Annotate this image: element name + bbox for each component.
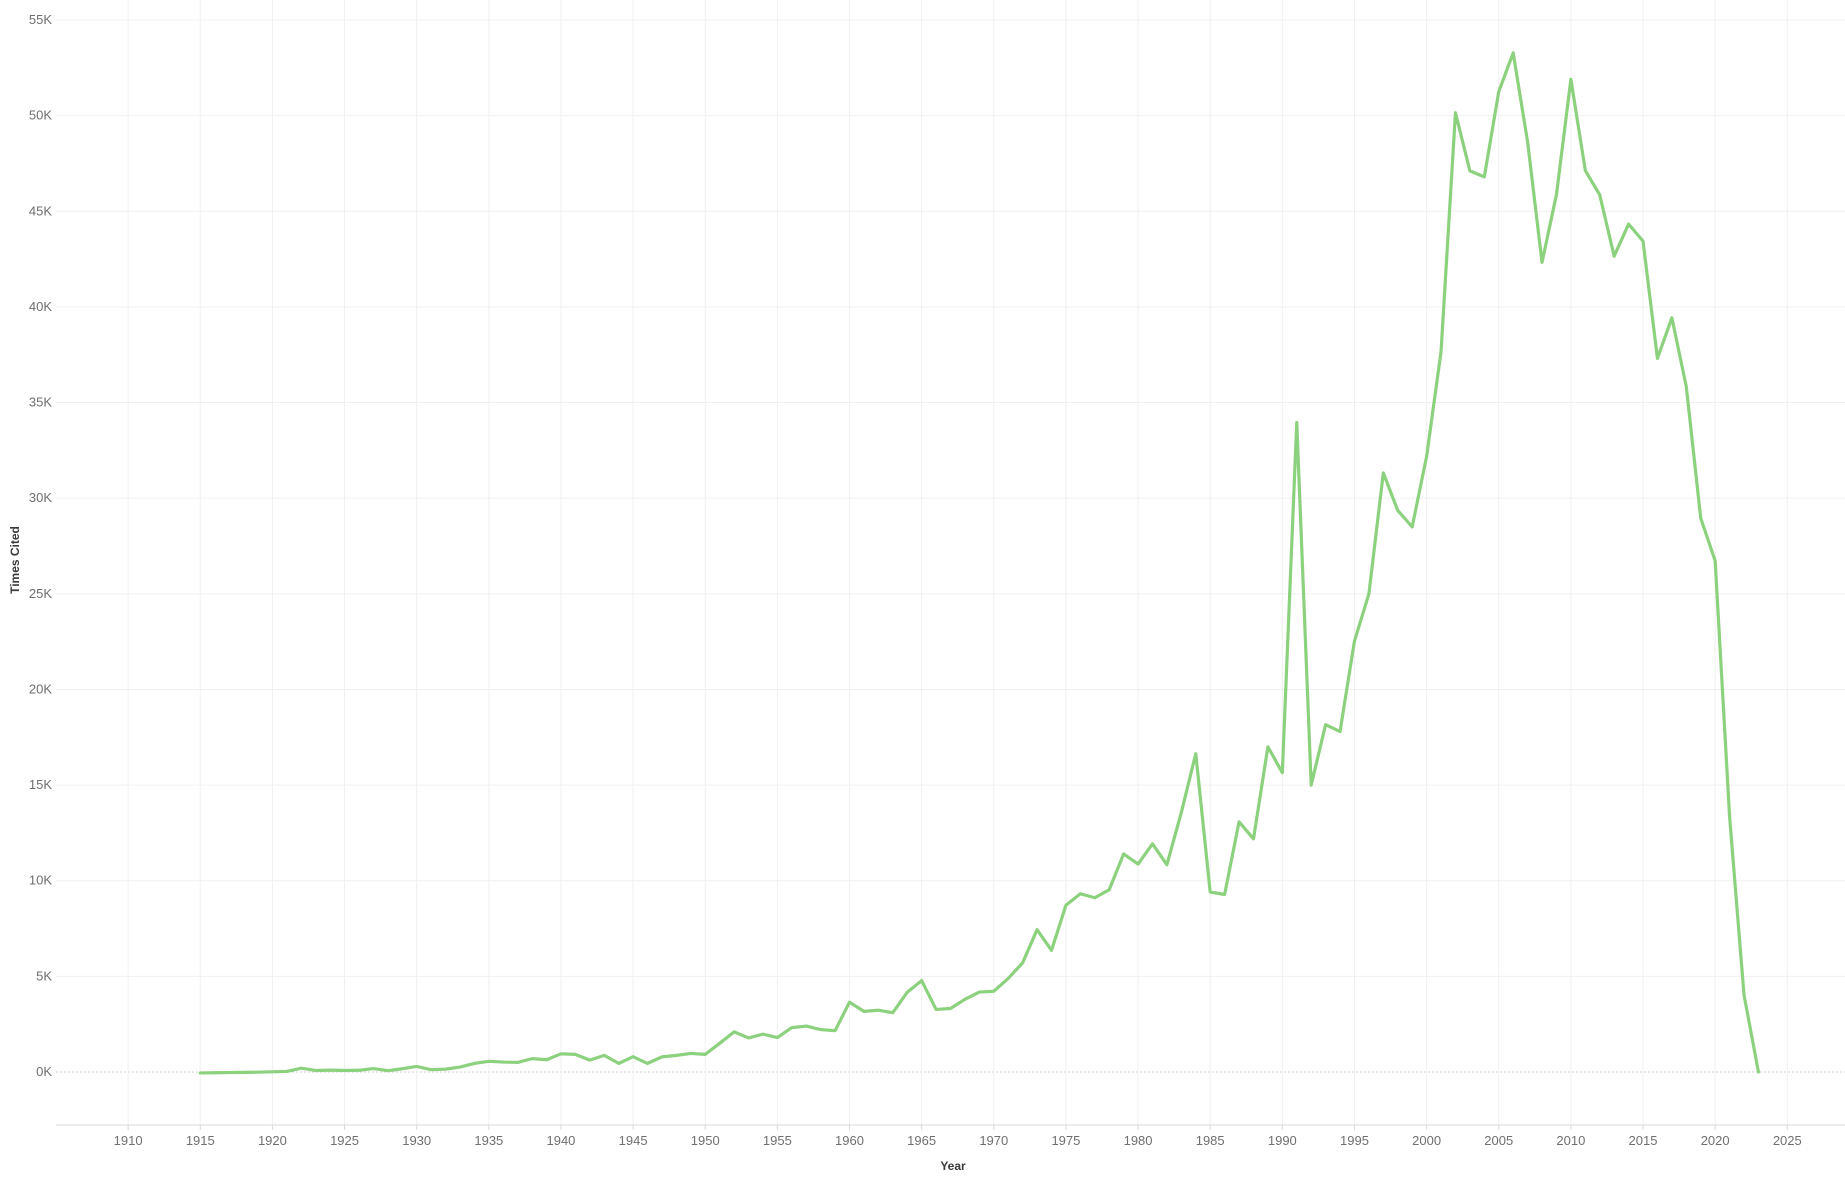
y-axis-title: Times Cited [8,526,22,594]
x-tick-label: 1935 [474,1133,503,1148]
x-tick-label: 1950 [691,1133,720,1148]
gridlines [56,0,1845,1125]
x-tick-label: 2025 [1773,1133,1802,1148]
y-tick-label: 20K [29,681,52,696]
y-tick-label: 40K [29,299,52,314]
y-tick-label: 10K [29,873,52,888]
x-tick-label: 1965 [907,1133,936,1148]
y-tick-label: 50K [29,108,52,123]
x-axis-title: Year [940,1159,966,1173]
tick-labels: 0K 5K 10K 15K 20K 25K 30K 35K 40K 45K 50K 55K 1910 19… [29,12,1802,1148]
x-tick-label: 1990 [1268,1133,1297,1148]
x-tick-label: 1915 [186,1133,215,1148]
x-tick-label: 1920 [258,1133,287,1148]
x-tick-label: 1955 [763,1133,792,1148]
x-tick-label: 2020 [1701,1133,1730,1148]
x-tick-label: 1910 [114,1133,143,1148]
y-tick-label: 45K [29,203,52,218]
series-line [198,51,1761,1075]
y-tick-label: 35K [29,395,52,410]
axes [56,1124,1845,1130]
y-tick-label: 25K [29,586,52,601]
x-tick-label: 2015 [1629,1133,1658,1148]
y-tick-label: 0K [36,1064,52,1079]
x-tick-label: 1925 [330,1133,359,1148]
x-tick-label: 1970 [979,1133,1008,1148]
x-tick-label: 2010 [1556,1133,1585,1148]
x-tick-label: 1980 [1124,1133,1153,1148]
x-tick-label: 2000 [1412,1133,1441,1148]
y-tick-label: 15K [29,777,52,792]
x-tick-label: 1995 [1340,1133,1369,1148]
x-tick-label: 2005 [1484,1133,1513,1148]
x-tick-label: 1975 [1051,1133,1080,1148]
x-tick-label: 1945 [619,1133,648,1148]
y-tick-label: 30K [29,490,52,505]
y-tick-label: 5K [36,968,52,983]
x-tick-label: 1960 [835,1133,864,1148]
series-layer [198,51,1761,1075]
x-tick-label: 1930 [402,1133,431,1148]
y-tick-label: 55K [29,12,52,27]
x-tick-label: 1985 [1196,1133,1225,1148]
x-tick-label: 1940 [546,1133,575,1148]
